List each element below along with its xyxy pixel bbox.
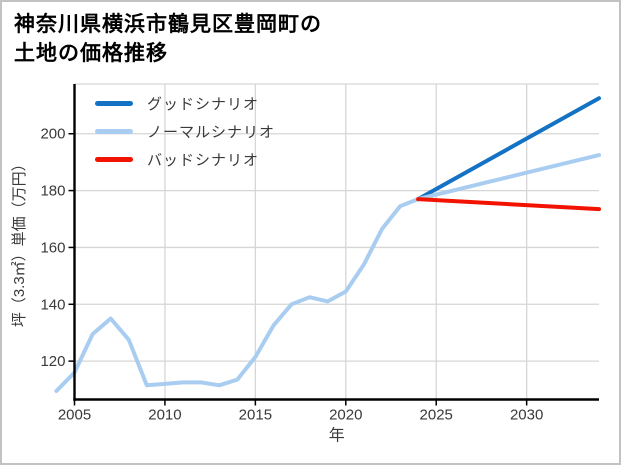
- x-tick-label: 2025: [420, 407, 453, 424]
- series-line-normal-scenario: [54, 153, 601, 393]
- series-line-good-scenario: [416, 96, 601, 202]
- legend-item-bad-scenario: バッドシナリオ: [95, 150, 275, 169]
- y-tick-label: 120: [40, 353, 65, 370]
- chart-title-line1: 神奈川県横浜市鶴見区豊岡町の: [14, 13, 322, 36]
- legend-label-bad-scenario: バッドシナリオ: [147, 152, 260, 169]
- y-tick-label: 200: [40, 126, 65, 143]
- legend-swatch-bad-scenario: [95, 157, 133, 162]
- x-tick-label: 2020: [329, 407, 362, 424]
- y-axis-label: 坪（3.3㎡）単価（万円）: [11, 156, 28, 327]
- x-tick-label: 2005: [58, 407, 91, 424]
- chart-title-line2: 土地の価格推移: [14, 42, 168, 65]
- legend: グッドシナリオ ノーマルシナリオ バッドシナリオ: [95, 94, 275, 169]
- legend-item-normal-scenario: ノーマルシナリオ: [95, 122, 275, 141]
- legend-swatch-normal-scenario: [95, 129, 133, 134]
- chart-title: 神奈川県横浜市鶴見区豊岡町の 土地の価格推移: [14, 10, 322, 68]
- legend-swatch-good-scenario: [95, 101, 133, 106]
- x-tick-label: 2010: [148, 407, 181, 424]
- legend-item-good-scenario: グッドシナリオ: [95, 94, 275, 113]
- legend-label-normal-scenario: ノーマルシナリオ: [147, 124, 276, 141]
- y-tick-label: 180: [40, 183, 65, 200]
- y-tick-label: 140: [40, 296, 65, 313]
- legend-label-good-scenario: グッドシナリオ: [147, 96, 260, 113]
- y-tick-label: 160: [40, 239, 65, 256]
- x-tick-label: 2030: [510, 407, 543, 424]
- x-tick-label: 2015: [239, 407, 272, 424]
- x-axis-label: 年: [329, 427, 345, 445]
- series-line-bad-scenario: [416, 197, 601, 212]
